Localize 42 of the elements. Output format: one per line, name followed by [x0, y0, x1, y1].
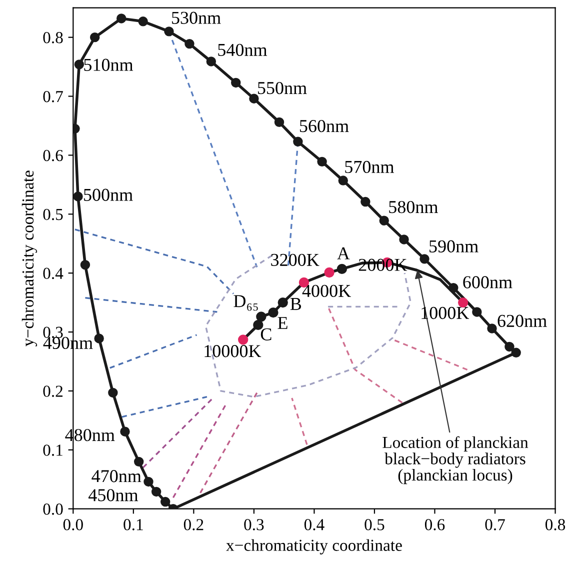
annotation: 550nm	[258, 82, 307, 94]
annotation: 500nm	[84, 188, 133, 201]
y-tick-label: 0.0	[43, 504, 63, 515]
annotation: Location of planckian black−body radiators (planckian locus)	[382, 436, 528, 484]
x-axis-title: x−chromaticity coordinate	[226, 539, 402, 554]
annotation: 580nm	[389, 200, 438, 214]
annotation: 620nm	[498, 314, 547, 327]
x-tick-label: 0.3	[244, 519, 264, 530]
y-axis-title: y−chromaticity coordinate	[22, 170, 38, 346]
x-tick-label: 0.0	[63, 519, 83, 530]
annotation: 10000K	[204, 345, 262, 358]
annotation: 4000K	[302, 284, 351, 298]
annotation: C	[260, 328, 272, 340]
y-tick-label: 0.1	[43, 444, 62, 456]
annotation: 450nm	[88, 489, 138, 502]
x-tick-label: 0.4	[304, 519, 324, 530]
annotation: 510nm	[84, 58, 134, 71]
annotation: 540nm	[218, 44, 268, 56]
annotation: E	[278, 317, 288, 329]
y-tick-label: 0.2	[43, 386, 63, 397]
annotation: A	[337, 247, 350, 260]
annotation: 560nm	[300, 120, 349, 132]
annotation: D₆₅	[234, 295, 258, 311]
annotation: 530nm	[172, 12, 221, 24]
annotation: 3200K	[271, 254, 320, 266]
y-tick-label: 0.3	[43, 326, 63, 338]
y-tick-label: 0.8	[43, 32, 63, 44]
annotation: B	[290, 298, 302, 310]
x-tick-label: 0.2	[184, 519, 204, 530]
x-tick-label: 0.5	[364, 519, 384, 530]
y-tick-label: 0.5	[43, 208, 63, 220]
y-tick-label: 0.7	[43, 90, 63, 102]
y-tick-label: 0.4	[43, 268, 64, 280]
annotation: 600nm	[463, 276, 512, 288]
x-tick-label: 0.7	[485, 519, 505, 530]
y-tick-label: 0.6	[43, 150, 63, 162]
annotation: 590nm	[430, 240, 478, 252]
annotation: 470nm	[92, 470, 142, 482]
x-tick-label: 0.8	[545, 519, 566, 530]
annotation: 570nm	[345, 160, 394, 174]
x-tick-label: 0.1	[124, 519, 143, 530]
x-tick-label: 0.6	[424, 519, 445, 530]
